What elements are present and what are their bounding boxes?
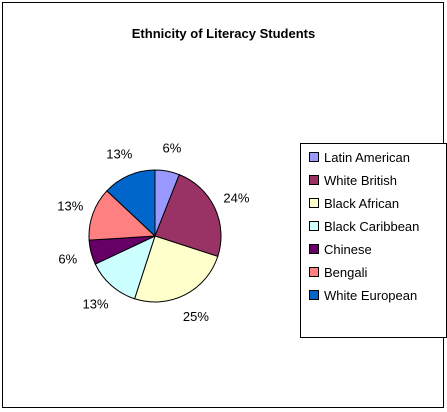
- legend-swatch: [309, 198, 319, 208]
- legend-label: Chinese: [324, 241, 372, 257]
- data-label-latin-american: 6%: [163, 141, 182, 156]
- data-label-black-african: 25%: [183, 309, 209, 324]
- legend-swatch: [309, 221, 319, 231]
- legend-item-black-caribbean: Black Caribbean: [309, 217, 419, 235]
- legend-swatch: [309, 244, 319, 254]
- legend-label: White British: [324, 172, 397, 188]
- pie-slice-white-british: [154, 173, 222, 258]
- data-label-white-european: 13%: [106, 146, 132, 161]
- data-label-white-british: 24%: [223, 191, 249, 206]
- legend-label: Latin American: [324, 149, 410, 165]
- chart-legend: Latin American White British Black African…: [300, 143, 447, 338]
- legend-item-bengali: Bengali: [309, 263, 367, 281]
- chart-title: Ethnicity of Literacy Students: [131, 26, 316, 41]
- legend-item-latin-american: Latin American: [309, 148, 410, 166]
- legend-swatch: [309, 267, 319, 277]
- legend-item-black-african: Black African: [309, 194, 399, 212]
- data-label-black-caribbean: 13%: [82, 297, 108, 312]
- data-label-bengali: 13%: [57, 199, 83, 214]
- legend-swatch: [309, 152, 319, 162]
- legend-swatch: [309, 175, 319, 185]
- data-label-chinese: 6%: [58, 251, 77, 266]
- legend-swatch: [309, 290, 319, 300]
- legend-item-white-european: White European: [309, 286, 417, 304]
- pie-slice-black-african: [133, 235, 219, 303]
- legend-label: Black Caribbean: [324, 218, 420, 234]
- legend-label: White European: [324, 287, 418, 303]
- legend-item-chinese: Chinese: [309, 240, 372, 258]
- pie-slice-white-european: [106, 169, 156, 238]
- legend-item-white-british: White British: [309, 171, 397, 189]
- legend-label: Black African: [324, 195, 400, 211]
- legend-label: Bengali: [324, 264, 368, 280]
